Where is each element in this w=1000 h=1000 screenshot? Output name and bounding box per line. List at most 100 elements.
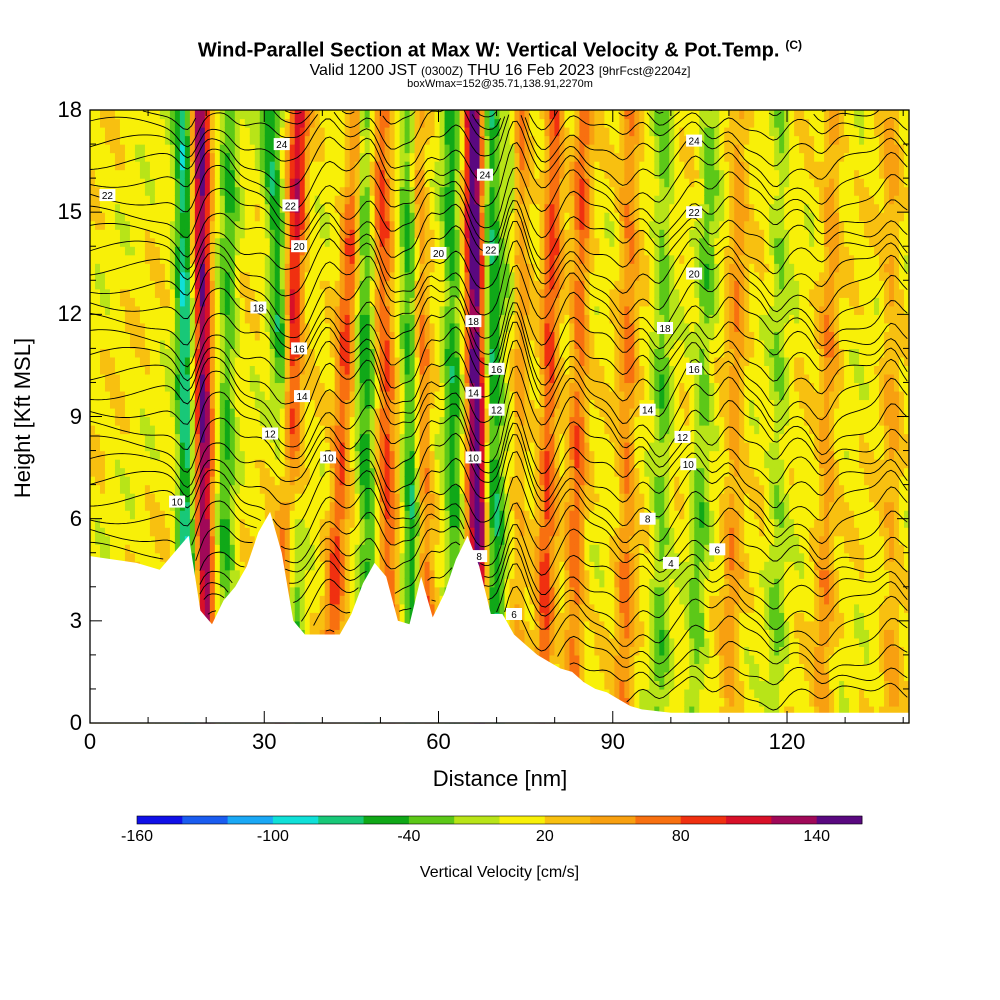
velocity-cell bbox=[419, 331, 426, 341]
velocity-cell bbox=[274, 263, 281, 273]
velocity-cell bbox=[344, 144, 351, 154]
velocity-cell bbox=[189, 552, 196, 562]
velocity-cell bbox=[314, 305, 321, 315]
velocity-cell bbox=[289, 484, 296, 494]
velocity-cell bbox=[114, 382, 121, 392]
velocity-cell bbox=[144, 178, 151, 188]
velocity-cell bbox=[134, 493, 141, 503]
velocity-cell bbox=[384, 297, 391, 307]
velocity-cell bbox=[169, 220, 176, 230]
velocity-cell bbox=[129, 348, 136, 358]
velocity-cell bbox=[289, 433, 296, 443]
velocity-cell bbox=[329, 416, 336, 426]
velocity-cell bbox=[94, 203, 101, 213]
velocity-cell bbox=[209, 373, 216, 384]
velocity-cell bbox=[149, 467, 156, 477]
velocity-cell bbox=[349, 399, 356, 409]
velocity-cell bbox=[169, 135, 176, 145]
velocity-cell bbox=[229, 442, 236, 452]
velocity-cell bbox=[209, 544, 216, 554]
velocity-cell bbox=[229, 161, 236, 171]
velocity-cell bbox=[344, 510, 351, 520]
velocity-cell bbox=[164, 237, 171, 247]
velocity-cell bbox=[424, 493, 431, 503]
velocity-cell bbox=[364, 271, 371, 281]
velocity-cell bbox=[289, 161, 296, 171]
velocity-cell bbox=[379, 382, 386, 392]
velocity-cell bbox=[279, 186, 286, 196]
velocity-cell bbox=[139, 467, 146, 477]
velocity-cell bbox=[90, 135, 96, 145]
velocity-cell bbox=[194, 195, 201, 205]
velocity-cell bbox=[129, 331, 136, 341]
velocity-cell bbox=[264, 118, 271, 128]
velocity-cell bbox=[414, 544, 421, 554]
velocity-cell bbox=[159, 442, 166, 452]
velocity-cell bbox=[394, 169, 401, 179]
velocity-cell bbox=[324, 152, 331, 162]
velocity-cell bbox=[294, 127, 301, 137]
velocity-cell bbox=[304, 254, 311, 264]
velocity-cell bbox=[349, 271, 356, 281]
velocity-cell bbox=[274, 510, 281, 520]
velocity-cell bbox=[174, 365, 181, 375]
velocity-cell bbox=[274, 203, 281, 213]
velocity-cell bbox=[134, 195, 141, 205]
velocity-cell bbox=[189, 254, 196, 264]
velocity-cell bbox=[344, 467, 351, 477]
velocity-cell bbox=[259, 442, 266, 452]
velocity-cell bbox=[354, 561, 361, 571]
velocity-cell bbox=[144, 501, 151, 511]
velocity-cell bbox=[309, 144, 316, 154]
velocity-cell bbox=[284, 314, 291, 324]
velocity-cell bbox=[394, 544, 401, 554]
velocity-cell bbox=[419, 135, 426, 145]
velocity-cell bbox=[334, 629, 341, 639]
velocity-cell bbox=[434, 569, 441, 579]
velocity-cell bbox=[259, 399, 266, 409]
velocity-cell bbox=[129, 527, 136, 537]
velocity-cell bbox=[90, 110, 96, 120]
velocity-cell bbox=[284, 161, 291, 171]
velocity-cell bbox=[354, 382, 361, 392]
velocity-cell bbox=[429, 484, 436, 494]
velocity-cell bbox=[214, 203, 221, 213]
velocity-cell bbox=[204, 527, 211, 537]
velocity-cell bbox=[104, 152, 111, 162]
velocity-cell bbox=[414, 518, 421, 528]
velocity-cell bbox=[234, 169, 241, 179]
velocity-cell bbox=[429, 135, 436, 145]
velocity-cell bbox=[404, 263, 411, 273]
velocity-cell bbox=[209, 425, 216, 435]
velocity-cell bbox=[119, 382, 126, 392]
velocity-cell bbox=[289, 535, 296, 545]
velocity-cell bbox=[244, 314, 251, 324]
velocity-cell bbox=[429, 586, 436, 596]
velocity-cell bbox=[404, 467, 411, 477]
velocity-cell bbox=[244, 450, 251, 460]
velocity-cell bbox=[319, 518, 326, 528]
velocity-cell bbox=[189, 110, 196, 120]
velocity-cell bbox=[274, 476, 281, 486]
velocity-cell bbox=[409, 501, 416, 511]
velocity-cell bbox=[409, 254, 416, 264]
velocity-cell bbox=[199, 484, 206, 494]
velocity-cell bbox=[419, 561, 426, 571]
velocity-cell bbox=[344, 382, 351, 392]
velocity-cell bbox=[259, 263, 266, 273]
velocity-cell bbox=[299, 127, 306, 137]
velocity-cell bbox=[354, 586, 361, 596]
velocity-cell bbox=[124, 186, 131, 196]
velocity-cell bbox=[254, 237, 261, 247]
velocity-cell bbox=[414, 161, 421, 171]
velocity-cell bbox=[389, 331, 396, 341]
velocity-cell bbox=[374, 493, 381, 503]
velocity-cell bbox=[154, 305, 161, 315]
velocity-cell bbox=[304, 629, 311, 639]
velocity-cell bbox=[144, 271, 151, 281]
velocity-cell bbox=[379, 390, 386, 401]
velocity-cell bbox=[349, 365, 356, 375]
velocity-cell bbox=[349, 501, 356, 511]
velocity-cell bbox=[134, 552, 141, 562]
velocity-cell bbox=[244, 382, 251, 392]
